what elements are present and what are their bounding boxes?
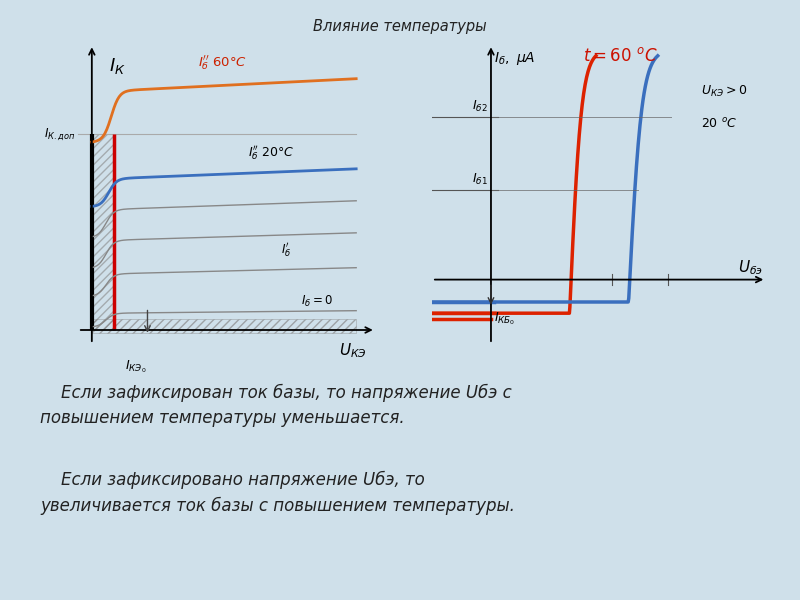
Text: $t=60\ ^oС$: $t=60\ ^oС$ bbox=[582, 47, 658, 65]
Text: $I_б''\ 60°С$: $I_б''\ 60°С$ bbox=[198, 53, 246, 73]
Text: $I_{б1}$: $I_{б1}$ bbox=[472, 172, 488, 187]
Text: $I_{КБ_0}$: $I_{КБ_0}$ bbox=[494, 310, 516, 327]
Text: $I_К$: $I_К$ bbox=[109, 56, 126, 76]
Text: Если зафиксировано напряжение Uбэ, то
увеличивается ток базы с повышением темпер: Если зафиксировано напряжение Uбэ, то ув… bbox=[40, 471, 515, 515]
Text: $I_{К.доп}$: $I_{К.доп}$ bbox=[44, 126, 75, 142]
Text: $U_{КЭ}$: $U_{КЭ}$ bbox=[339, 341, 367, 360]
Text: $I_{б2}$: $I_{б2}$ bbox=[472, 99, 488, 115]
Text: $U_{КЭ} > 0$: $U_{КЭ} > 0$ bbox=[701, 83, 747, 98]
Text: $20\ ^oС$: $20\ ^oС$ bbox=[701, 117, 737, 131]
Text: Если зафиксирован ток базы, то напряжение Uбэ с
повышением температуры уменьшает: Если зафиксирован ток базы, то напряжени… bbox=[40, 384, 512, 427]
Text: $I_б,\ \mu А$: $I_б,\ \mu А$ bbox=[494, 50, 536, 67]
Text: $I_б''\ 20°С$: $I_б''\ 20°С$ bbox=[248, 143, 294, 162]
Text: $I_б'$: $I_б'$ bbox=[281, 240, 291, 259]
Text: $I_{КЭ_0}$: $I_{КЭ_0}$ bbox=[126, 358, 146, 374]
Text: $I_б = 0$: $I_б = 0$ bbox=[301, 294, 333, 309]
Text: Влияние температуры: Влияние температуры bbox=[313, 19, 487, 34]
Text: $U_{бэ}$: $U_{бэ}$ bbox=[738, 258, 763, 277]
